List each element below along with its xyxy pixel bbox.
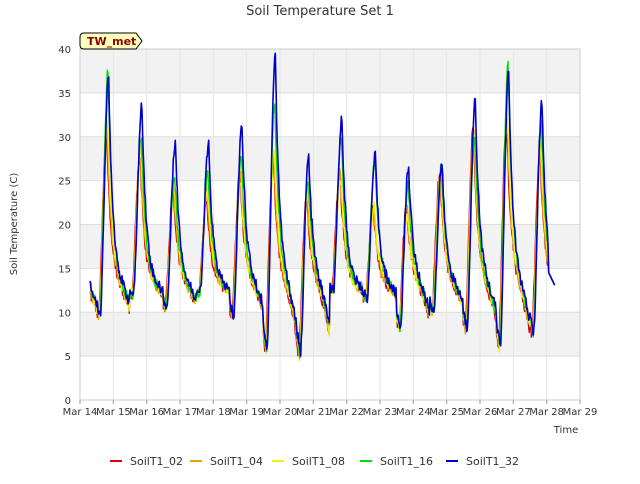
legend-label-soilt1_04: SoilT1_04 bbox=[210, 455, 263, 468]
x-tick-label: Mar 15 bbox=[96, 407, 131, 418]
x-tick-label: Mar 20 bbox=[263, 407, 298, 418]
y-tick-label: 25 bbox=[58, 177, 71, 188]
y-tick-label: 30 bbox=[58, 133, 71, 144]
x-tick-label: Mar 27 bbox=[496, 407, 531, 418]
chart-title: Soil Temperature Set 1 bbox=[246, 4, 394, 19]
station-tag-label: TW_met bbox=[87, 35, 136, 48]
legend-label-soilt1_32: SoilT1_32 bbox=[466, 455, 519, 468]
x-tick-label: Mar 18 bbox=[196, 407, 231, 418]
x-tick-label: Mar 28 bbox=[529, 407, 564, 418]
plot-band bbox=[80, 224, 580, 269]
plot-band bbox=[80, 49, 580, 93]
y-tick-label: 35 bbox=[58, 89, 71, 100]
y-tick-label: 5 bbox=[65, 352, 71, 363]
y-tick-label: 0 bbox=[65, 396, 71, 407]
y-tick-label: 10 bbox=[58, 308, 71, 319]
station-tag: TW_met bbox=[79, 32, 143, 50]
station-tag-box bbox=[79, 32, 143, 50]
x-tick-label: Mar 24 bbox=[396, 407, 431, 418]
series-line-soilt1_32 bbox=[89, 52, 556, 357]
legend-label-soilt1_16: SoilT1_16 bbox=[380, 455, 433, 468]
x-tick-label: Mar 21 bbox=[296, 407, 331, 418]
x-tick-label: Mar 23 bbox=[363, 407, 398, 418]
x-tick-label: Mar 17 bbox=[163, 407, 198, 418]
legend-label-soilt1_02: SoilT1_02 bbox=[130, 455, 183, 468]
x-tick-label: Mar 14 bbox=[63, 407, 98, 418]
x-tick-label: Mar 26 bbox=[463, 407, 498, 418]
legend-label-soilt1_08: SoilT1_08 bbox=[292, 455, 345, 468]
x-tick-label: Mar 22 bbox=[329, 407, 364, 418]
x-tick-label: Mar 19 bbox=[229, 407, 264, 418]
y-axis-title: Soil Temperature (C) bbox=[9, 173, 20, 276]
y-tick-label: 15 bbox=[58, 264, 71, 275]
legend: SoilT1_02 SoilT1_04 SoilT1_08 SoilT1_16 Soil… bbox=[110, 455, 519, 468]
x-tick-label: Mar 29 bbox=[563, 407, 598, 418]
x-tick-label: Mar 25 bbox=[429, 407, 464, 418]
x-tick-label: Mar 16 bbox=[129, 407, 164, 418]
y-tick-label: 40 bbox=[58, 45, 71, 56]
plot-band bbox=[80, 136, 580, 181]
series-lines bbox=[89, 52, 556, 362]
plot-frame bbox=[79, 48, 581, 401]
x-axis-title: Time bbox=[553, 425, 578, 436]
y-tick-label: 20 bbox=[58, 221, 71, 232]
